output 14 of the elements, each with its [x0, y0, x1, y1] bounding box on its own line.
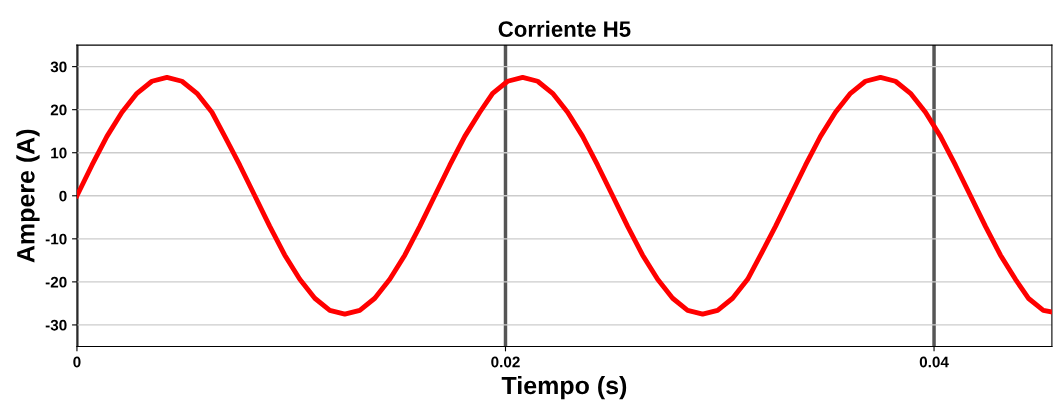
y-tick-label: 30 — [50, 61, 67, 73]
y-tick-label: 10 — [51, 147, 67, 159]
y-tick-label: -30 — [45, 319, 67, 331]
y-tick-label: -20 — [45, 276, 67, 288]
y-tick-label: 20 — [50, 104, 67, 116]
chart-title: Corriente H5 — [498, 20, 631, 37]
x-tick-label: 0 — [73, 356, 81, 368]
x-tick-label: 0.02 — [491, 356, 520, 368]
x-axis-title: Tiempo (s) — [501, 375, 627, 400]
y-tick-label: 0 — [59, 190, 67, 202]
line-series — [76, 74, 1052, 317]
y-tick-label: -10 — [45, 233, 67, 245]
x-tick-label: 0.04 — [919, 356, 949, 368]
y-axis-title: Ampere (A) — [16, 129, 40, 263]
